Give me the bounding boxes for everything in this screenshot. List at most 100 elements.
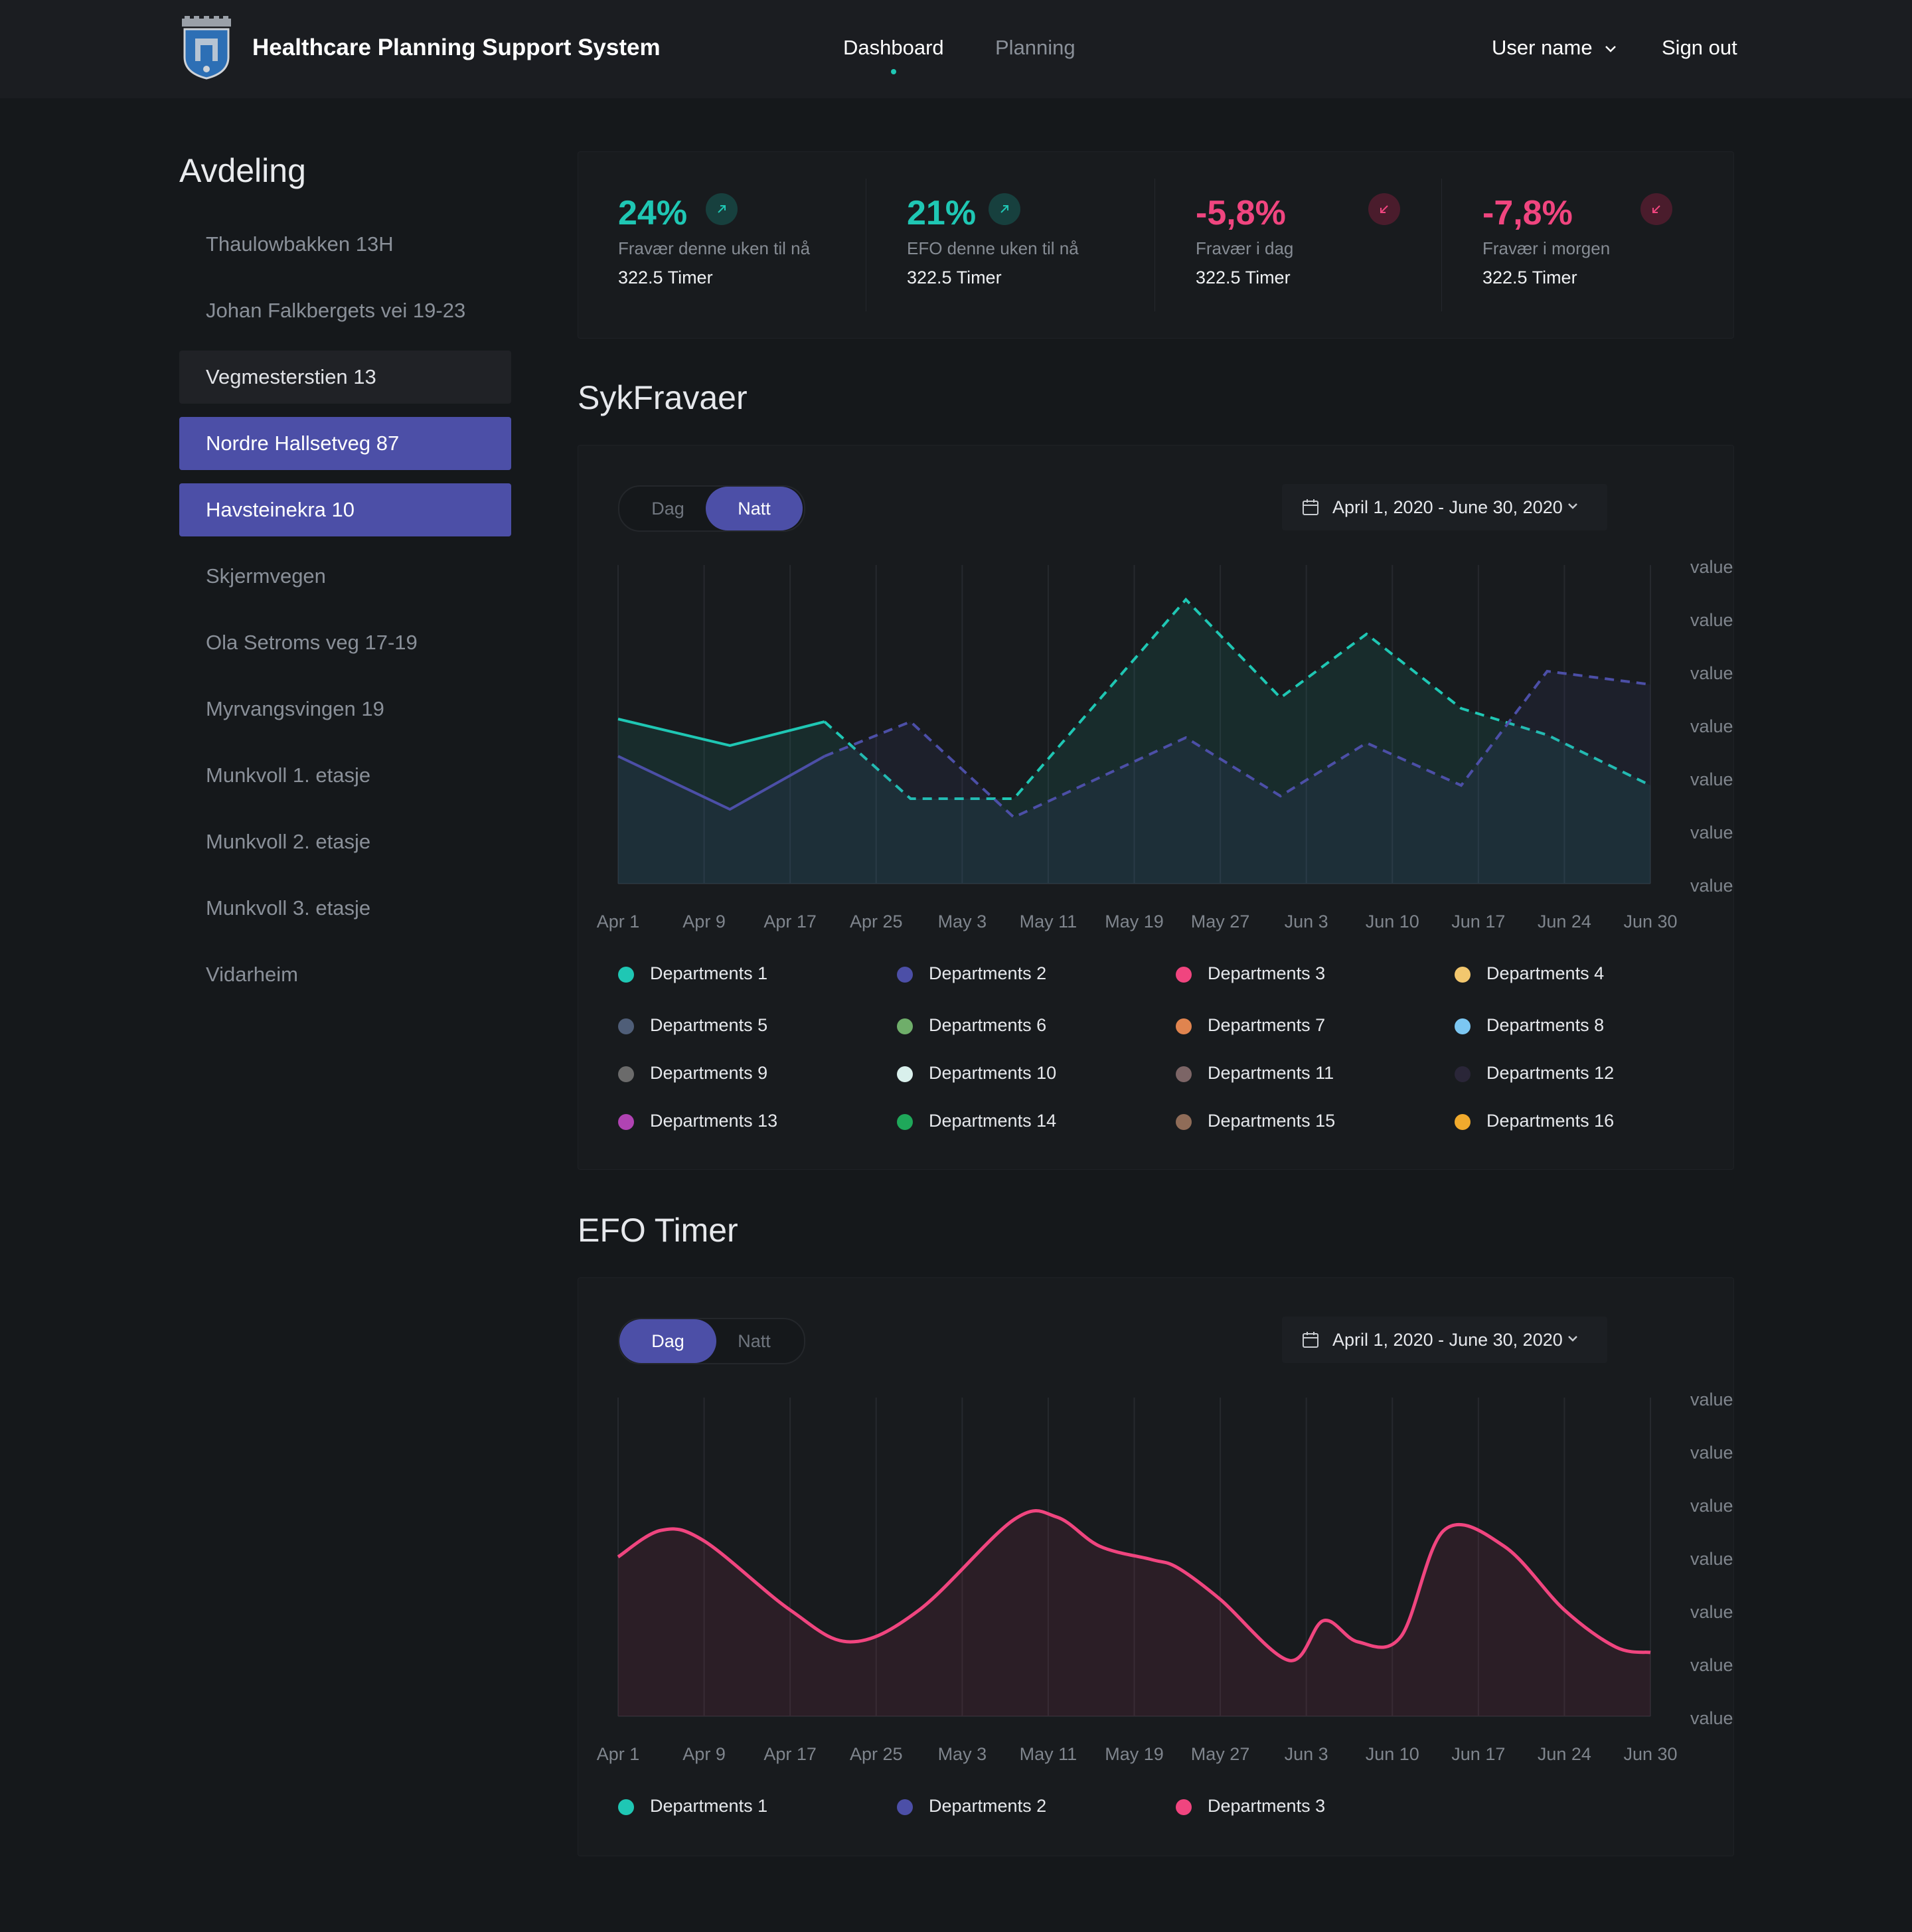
sidebar-item-department[interactable]: Munkvoll 1. etasje [206,764,371,787]
x-tick-label: Jun 24 [1538,1744,1591,1764]
chevron-down-icon [1605,45,1617,52]
legend-color-dot [1455,967,1471,983]
app-title: Healthcare Planning Support System [252,35,661,60]
sidebar-item-department[interactable]: Ola Setroms veg 17-19 [206,631,418,654]
series-area [618,600,1650,884]
legend-color-dot [1455,1066,1471,1082]
stat-value: -7,8% [1482,194,1573,232]
legend-color-dot [1455,1114,1471,1130]
series-line [617,755,825,811]
y-tick-label: value [1690,1443,1733,1463]
legend-color-dot [1176,1799,1192,1815]
sidebar-item-department[interactable]: Johan Falkbergets vei 19-23 [206,299,466,322]
y-tick-label: value [1690,876,1733,896]
legend-color-dot [1176,1114,1192,1130]
stat-card: -5,8% Fravær i dag 322.5 Timer [1196,152,1461,338]
sidebar-item-department[interactable]: Vegmesterstien 13 [179,351,511,404]
x-tick-label: Jun 3 [1285,912,1328,931]
date-range-text: April 1, 2020 - June 30, 2020 [1332,497,1563,517]
user-name: User name [1492,36,1593,59]
sidebar-item-department[interactable]: Munkvoll 2. etasje [206,830,371,853]
legend-color-dot [1176,1066,1192,1082]
legend-color-dot [1176,967,1192,983]
date-range-picker[interactable]: April 1, 2020 - June 30, 2020 [1282,1317,1607,1363]
y-tick-label: value [1690,1390,1733,1409]
active-nav-indicator [891,69,896,74]
coat-of-arms-logo[interactable] [179,16,234,80]
sign-out-link[interactable]: Sign out [1662,36,1737,59]
x-tick-label: Jun 10 [1366,912,1419,931]
y-tick-label: value [1690,769,1733,789]
x-tick-label: May 27 [1191,912,1250,931]
trend-up-icon [706,193,738,225]
series-line-dashed [824,669,1651,819]
legend-label: Departments 14 [929,1111,1057,1131]
legend-color-dot [618,1799,634,1815]
legend-label: Departments 15 [1208,1111,1336,1131]
legend-color-dot [897,1114,913,1130]
x-tick-label: May 3 [938,912,987,931]
legend-color-dot [618,1066,634,1082]
date-range-picker[interactable]: April 1, 2020 - June 30, 2020 [1282,484,1607,530]
legend-label: Departments 2 [929,1796,1047,1816]
toggle-dag[interactable]: Dag [651,499,684,519]
trend-down-icon [1368,193,1400,225]
chevron-down-icon [1568,503,1577,509]
legend-color-dot [1176,1018,1192,1034]
x-tick-label: May 27 [1191,1744,1250,1764]
stat-label: Fravær i dag [1196,238,1294,258]
toggle-natt[interactable]: Natt [706,487,803,530]
calendar-icon [1303,499,1318,515]
legend-label: Departments 12 [1486,1063,1615,1083]
legend-label: Departments 7 [1208,1015,1326,1035]
legend-label: Departments 11 [1208,1063,1334,1083]
y-tick-label: value [1690,1655,1733,1675]
sidebar-item-department[interactable]: Munkvoll 3. etasje [206,896,371,920]
chevron-down-icon [1568,1336,1577,1342]
sidebar-item-department[interactable]: Vidarheim [206,963,299,986]
efo-title: EFO Timer [578,1212,738,1249]
stat-label: Fravær denne uken til nå [618,238,811,258]
trend-up-icon [989,193,1020,225]
nav-planning[interactable]: Planning [995,36,1076,59]
legend-label: Departments 3 [1208,1796,1326,1816]
sidebar-title: Avdeling [179,152,306,189]
top-bar: Healthcare Planning Support System Dashb… [0,0,1912,98]
legend-label: Departments 10 [929,1063,1057,1083]
date-range-text: April 1, 2020 - June 30, 2020 [1332,1330,1563,1350]
legend-label: Departments 3 [1208,963,1326,983]
legend-label: Departments 4 [1486,963,1605,983]
y-tick-label: value [1690,1602,1733,1622]
toggle-natt[interactable]: Natt [738,1331,771,1351]
x-tick-label: Jun 17 [1451,1744,1505,1764]
sidebar-item-department[interactable]: Nordre Hallsetveg 87 [179,417,511,470]
legend-color-dot [897,1799,913,1815]
stat-divider [1441,179,1442,311]
efo-toggle[interactable]: Dag Natt [618,1318,805,1364]
sidebar-item-department[interactable]: Skjermvegen [206,564,326,588]
x-tick-label: Jun 3 [1285,1744,1328,1764]
sidebar-item-department[interactable]: Thaulowbakken 13H [206,232,394,256]
toggle-dag[interactable]: Dag [619,1319,716,1363]
sidebar-item-department[interactable]: Myrvangsvingen 19 [206,697,384,720]
series-line [617,718,825,748]
stat-hours: 322.5 Timer [618,268,713,287]
department-list: Thaulowbakken 13H Johan Falkbergets vei 1… [179,218,511,1014]
legend-label: Departments 13 [650,1111,778,1131]
legend-label: Departments 5 [650,1015,768,1035]
sykfravaer-title: SykFravaer [578,379,748,416]
x-tick-label: Apr 17 [763,912,817,931]
y-tick-label: value [1690,557,1733,577]
stat-card: 24% Fravær denne uken til nå 322.5 Timer [618,152,884,338]
legend-label: Departments 2 [929,963,1047,983]
stat-hours: 322.5 Timer [907,268,1002,287]
user-menu[interactable]: User name [1492,36,1617,60]
sykfravaer-panel: Dag Natt April 1, 2020 - June 30, 2020 A… [578,445,1734,1170]
stat-hours: 322.5 Timer [1196,268,1291,287]
stat-card: -7,8% Fravær i morgen 322.5 Timer [1482,152,1748,338]
x-tick-label: Jun 30 [1623,912,1677,931]
sidebar-item-department[interactable]: Havsteinekra 10 [179,483,511,536]
nav-dashboard[interactable]: Dashboard [843,36,944,59]
stat-label: EFO denne uken til nå [907,238,1079,258]
sykfravaer-toggle[interactable]: Dag Natt [618,485,805,532]
